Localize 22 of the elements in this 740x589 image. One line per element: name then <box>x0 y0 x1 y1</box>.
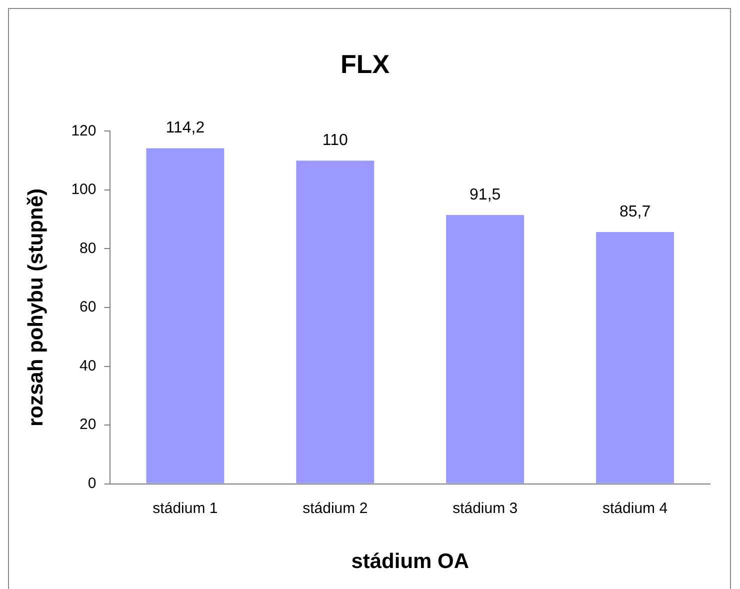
y-tick-label: 120 <box>71 122 96 140</box>
y-tick-label: 60 <box>80 298 96 316</box>
x-tick-label: stádium 1 <box>152 500 218 517</box>
y-tick-label: 100 <box>71 181 96 198</box>
bar <box>296 160 374 484</box>
x-axis-title: stádium OA <box>351 550 470 574</box>
chart-title: FLX <box>340 48 390 79</box>
y-tick-label: 0 <box>88 474 96 492</box>
bar <box>596 232 674 484</box>
bar <box>146 148 224 484</box>
y-tick-label: 20 <box>80 416 96 434</box>
y-axis-title: rozsah pohybu (stupně) <box>24 188 48 426</box>
y-tick-label: 40 <box>80 357 96 374</box>
y-tick-label: 80 <box>80 240 96 257</box>
data-label: 85,7 <box>619 203 651 220</box>
x-tick-label: stádium 2 <box>302 500 368 517</box>
bar <box>446 214 524 484</box>
data-label: 110 <box>322 132 348 149</box>
data-label: 91,5 <box>470 186 501 204</box>
x-tick-label: stádium 3 <box>452 500 518 517</box>
x-tick-label: stádium 4 <box>602 500 668 517</box>
data-label: 114,2 <box>166 120 205 137</box>
